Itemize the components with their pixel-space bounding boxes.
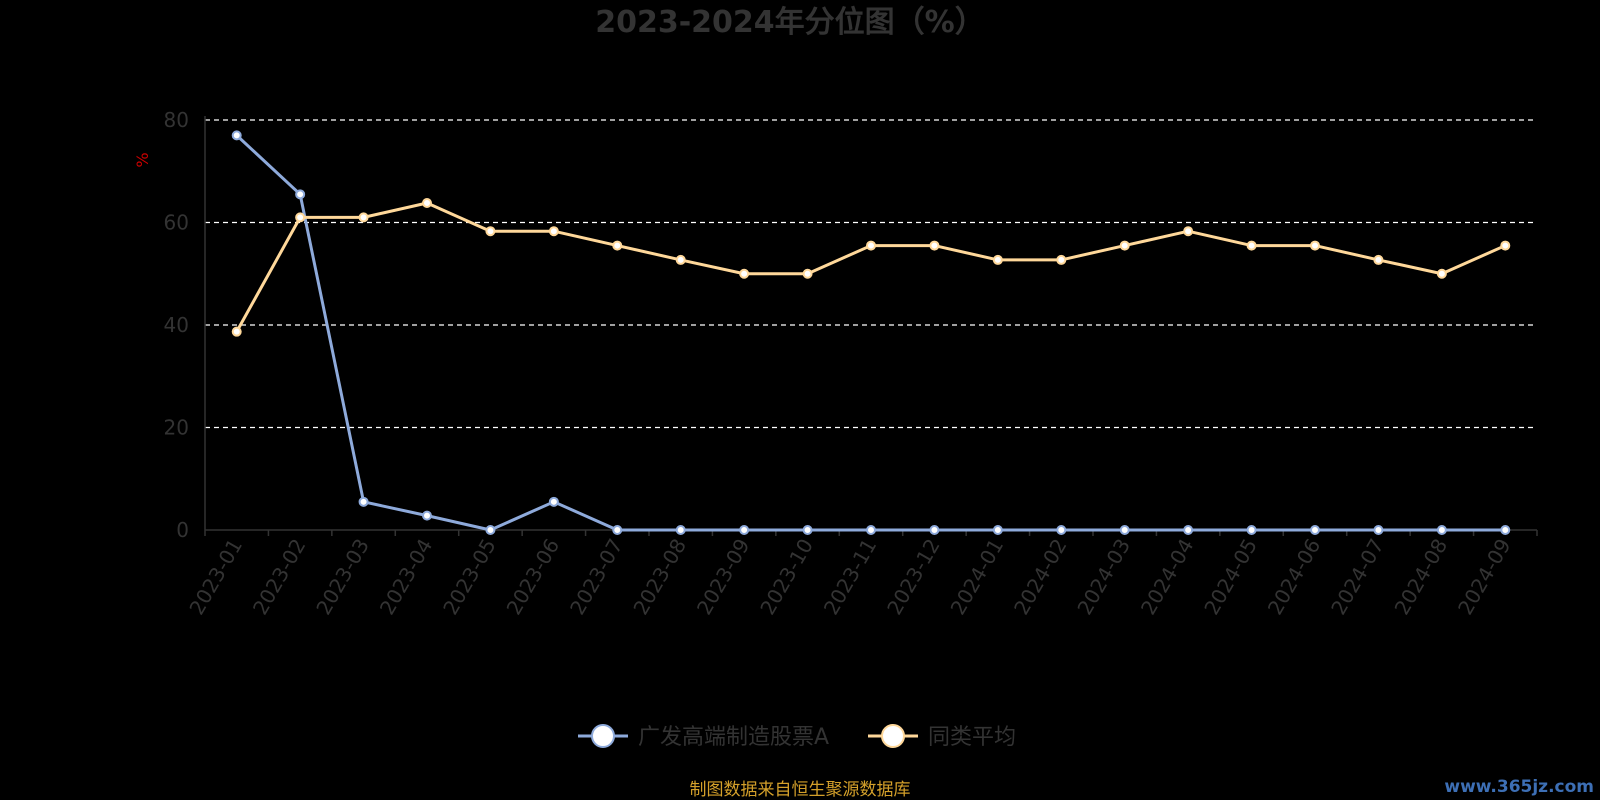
- data-point: [1183, 226, 1194, 237]
- data-point: [992, 525, 1003, 535]
- x-tick-label: 2024-01: [946, 535, 1009, 619]
- x-tick-label: 2024-02: [1009, 535, 1072, 619]
- x-tick-label: 2023-04: [375, 535, 438, 619]
- x-tick-label: 2023-08: [628, 535, 691, 619]
- data-point: [1119, 525, 1130, 535]
- chart-title: 2023-2024年分位图（%）: [595, 5, 985, 40]
- data-point: [422, 198, 432, 209]
- data-point: [992, 254, 1003, 265]
- x-tick-label: 2023-07: [565, 535, 628, 619]
- x-tick-label: 2023-11: [819, 535, 882, 619]
- data-point: [675, 254, 686, 265]
- data-point: [1436, 268, 1447, 279]
- x-tick-label: 2023-03: [311, 535, 374, 619]
- x-tick-label: 2024-06: [1263, 535, 1326, 619]
- x-tick-label: 2023-10: [755, 535, 818, 619]
- data-point: [358, 496, 369, 507]
- x-tick-label: 2024-07: [1326, 535, 1389, 619]
- axes: [204, 116, 1538, 536]
- data-point: [929, 240, 940, 251]
- data-point: [929, 525, 940, 535]
- x-tick-label: 2024-08: [1390, 535, 1453, 619]
- data-point: [231, 130, 242, 141]
- x-tick-labels: 2023-01 2023-02 2023-03 2023-04 2023-05 2023-…: [184, 535, 1515, 619]
- data-point: [866, 525, 876, 535]
- data-point: [1246, 240, 1257, 251]
- data-point: [612, 240, 623, 251]
- y-tick-label: 0: [176, 518, 189, 542]
- data-point: [802, 268, 813, 279]
- data-point: [295, 189, 306, 200]
- y-axis-label: %: [133, 152, 152, 167]
- y-tick-label: 60: [164, 211, 189, 235]
- gridlines: [205, 119, 1537, 429]
- data-point: [295, 212, 306, 223]
- data-point: [1500, 240, 1511, 251]
- data-point: [231, 326, 242, 337]
- data-point: [612, 525, 623, 535]
- data-point: [1246, 525, 1257, 535]
- data-point: [1310, 240, 1320, 251]
- watermark: www.365jz.com: [1444, 777, 1594, 797]
- data-point: [1119, 240, 1130, 251]
- data-point: [1056, 525, 1067, 535]
- x-tick-label: 2023-01: [184, 535, 247, 619]
- x-tick-label: 2024-03: [1072, 535, 1135, 619]
- data-point: [1310, 525, 1320, 535]
- data-source-note: 制图数据来自恒生聚源数据库: [690, 780, 911, 800]
- data-point: [1500, 525, 1511, 535]
- data-point: [1056, 254, 1067, 265]
- data-point: [485, 525, 496, 535]
- legend-marker: [881, 724, 905, 748]
- y-tick-label: 80: [164, 108, 189, 132]
- data-point: [548, 496, 559, 507]
- data-point: [1373, 525, 1384, 535]
- data-point: [1436, 525, 1447, 535]
- legend-marker: [591, 724, 615, 748]
- data-point: [866, 240, 876, 251]
- x-tick-label: 2023-02: [248, 535, 311, 619]
- x-tick-label: 2024-04: [1136, 535, 1199, 619]
- y-tick-label: 40: [164, 313, 189, 337]
- data-point: [1183, 525, 1194, 535]
- data-point: [548, 226, 559, 237]
- x-tick-label: 2024-09: [1453, 535, 1516, 619]
- series-lines: [231, 130, 1511, 535]
- data-point: [739, 268, 750, 279]
- data-point: [802, 525, 813, 535]
- legend-label: 同类平均: [928, 725, 1016, 750]
- legend[interactable]: 广发高端制造股票A 同类平均: [578, 724, 1016, 750]
- y-tick-labels: 0 20 40 60 80: [164, 108, 189, 542]
- x-tick-label: 2023-06: [502, 535, 565, 619]
- y-tick-label: 20: [164, 416, 189, 440]
- x-tick-label: 2023-12: [882, 535, 945, 619]
- data-point: [422, 510, 432, 521]
- x-tick-label: 2024-05: [1199, 535, 1262, 619]
- data-point: [485, 226, 496, 237]
- data-point: [1373, 254, 1384, 265]
- series-line: [235, 134, 1506, 532]
- data-point: [358, 212, 369, 223]
- x-tick-label: 2023-05: [438, 535, 501, 619]
- data-point: [739, 525, 750, 535]
- legend-label: 广发高端制造股票A: [638, 725, 829, 750]
- x-tick-label: 2023-09: [692, 535, 755, 619]
- data-point: [675, 525, 686, 535]
